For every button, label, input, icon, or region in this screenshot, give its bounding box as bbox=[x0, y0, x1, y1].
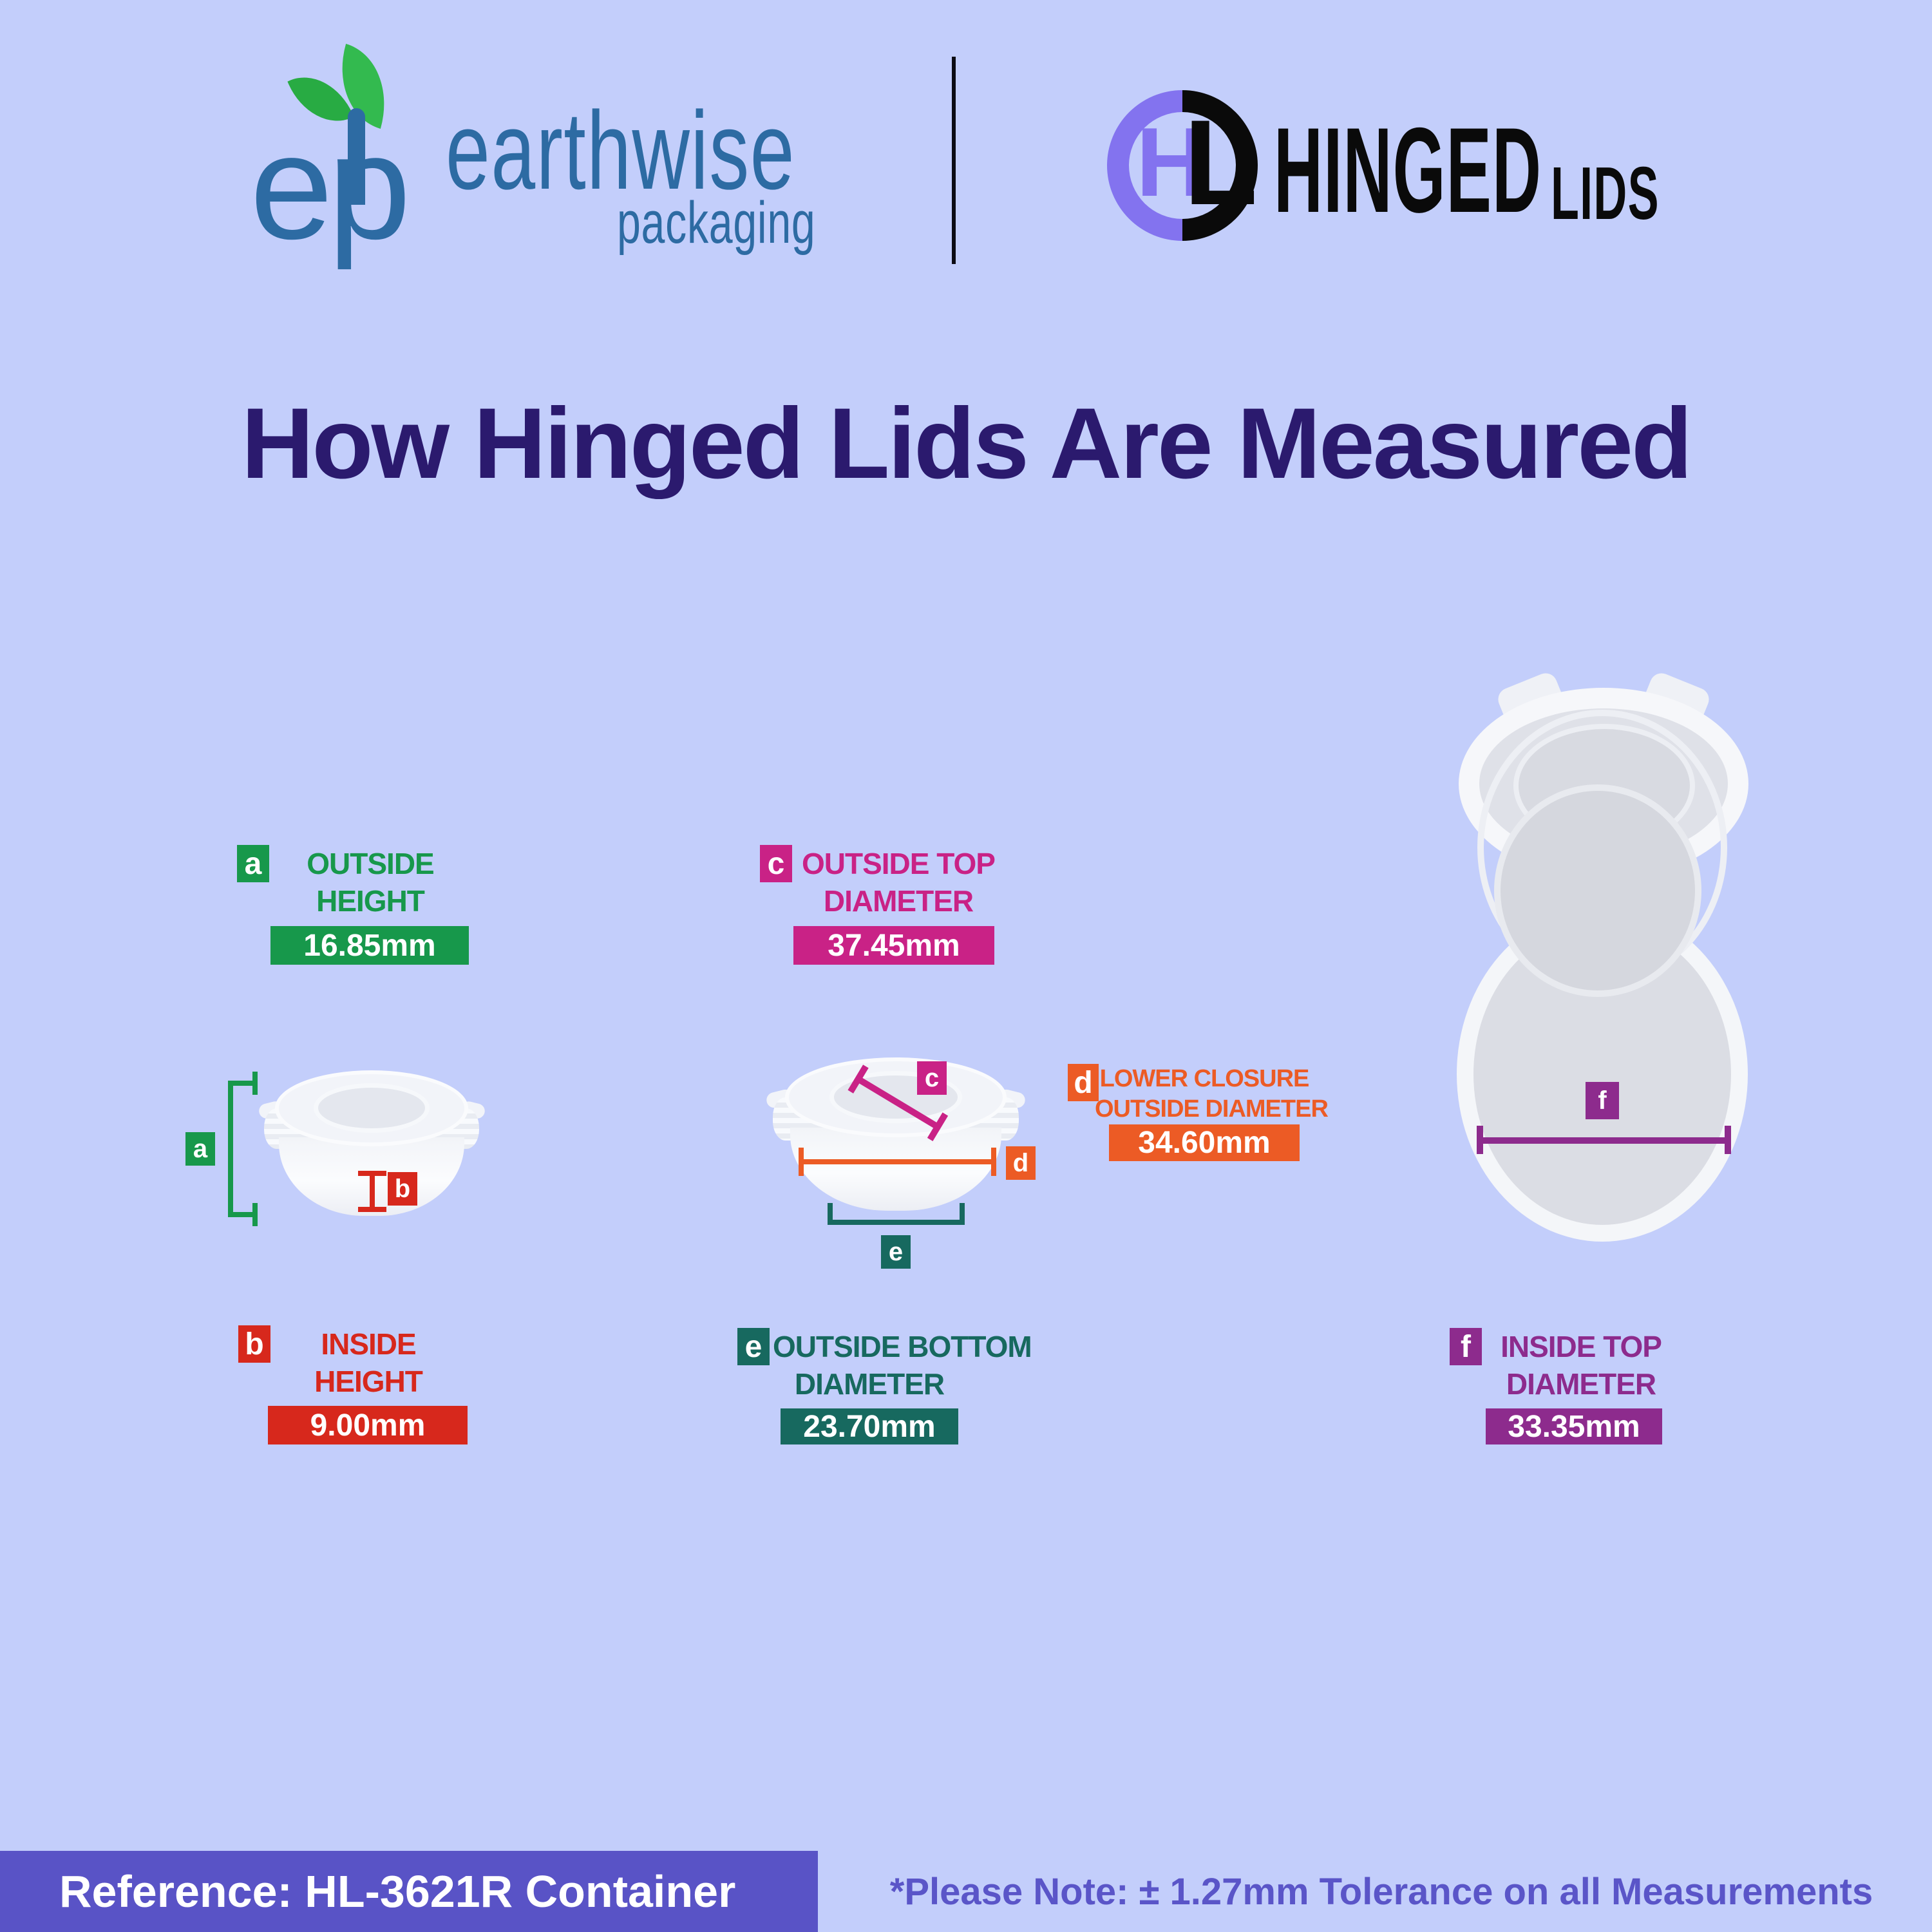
earthwise-monogram: ep bbox=[250, 104, 411, 270]
reference-banner: Reference: HL-3621R Container bbox=[0, 1851, 818, 1932]
measure-b-label: INSIDE HEIGHT bbox=[314, 1327, 423, 1398]
measure-a-value: 16.85mm bbox=[270, 926, 469, 965]
measure-e-label: OUTSIDE BOTTOM DIAMETER bbox=[773, 1330, 1032, 1401]
inside-height-ibeam bbox=[358, 1171, 389, 1212]
hingedlids-tagline: LIDS bbox=[1551, 151, 1660, 235]
header-divider bbox=[952, 57, 956, 264]
page-title: How Hinged Lids Are Measured bbox=[241, 388, 1693, 500]
measure-c-label: OUTSIDE TOP DIAMETER bbox=[802, 847, 996, 918]
lower-closure-diameter-line bbox=[799, 1148, 996, 1176]
measure-c-value: 37.45mm bbox=[793, 926, 994, 965]
marker-a-badge: a bbox=[185, 1132, 215, 1166]
measure-f-value: 33.35mm bbox=[1486, 1408, 1662, 1444]
outside-bottom-diameter-bracket bbox=[828, 1203, 965, 1225]
hingedlids-circle-icon bbox=[1107, 90, 1258, 241]
measure-b-value: 9.00mm bbox=[268, 1406, 468, 1444]
marker-e-badge: e bbox=[881, 1235, 911, 1269]
marker-c-badge: c bbox=[917, 1061, 947, 1095]
container-lid-inner bbox=[313, 1083, 430, 1133]
measure-d-badge: d bbox=[1068, 1064, 1099, 1101]
tolerance-note: *Please Note: ± 1.27mm Tolerance on all … bbox=[889, 1870, 1873, 1913]
measure-b-badge: b bbox=[238, 1325, 270, 1363]
reference-text: Reference: HL-3621R Container bbox=[59, 1866, 736, 1917]
hingedlids-wordmark: HINGED bbox=[1274, 102, 1542, 238]
measure-e-value: 23.70mm bbox=[781, 1408, 958, 1444]
measure-f-label: INSIDE TOP DIAMETER bbox=[1501, 1330, 1662, 1401]
outside-height-bracket bbox=[228, 1072, 260, 1226]
measure-c-badge: c bbox=[760, 845, 792, 882]
marker-f-badge: f bbox=[1586, 1082, 1619, 1119]
open-base-bottom bbox=[1494, 784, 1701, 997]
earthwise-wordmark: earthwise bbox=[446, 89, 795, 213]
marker-b-badge: b bbox=[388, 1172, 417, 1206]
hingedlids-monogram-l: L bbox=[1184, 95, 1258, 230]
marker-d-badge: d bbox=[1006, 1146, 1036, 1180]
open-container-top-view bbox=[1457, 670, 1750, 1242]
measure-a-label: OUTSIDE HEIGHT bbox=[307, 847, 434, 918]
measure-d-label: LOWER CLOSURE OUTSIDE DIAMETER bbox=[1095, 1065, 1329, 1122]
hingedlids-monogram-h: H bbox=[1136, 108, 1207, 217]
measure-f-badge: f bbox=[1450, 1328, 1482, 1365]
inside-top-diameter-line bbox=[1477, 1126, 1731, 1154]
measure-e-badge: e bbox=[737, 1328, 770, 1365]
earthwise-monogram-stem bbox=[348, 108, 365, 205]
measure-a-badge: a bbox=[237, 845, 269, 882]
measure-d-value: 34.60mm bbox=[1109, 1124, 1300, 1161]
earthwise-tagline: packaging bbox=[617, 190, 816, 256]
